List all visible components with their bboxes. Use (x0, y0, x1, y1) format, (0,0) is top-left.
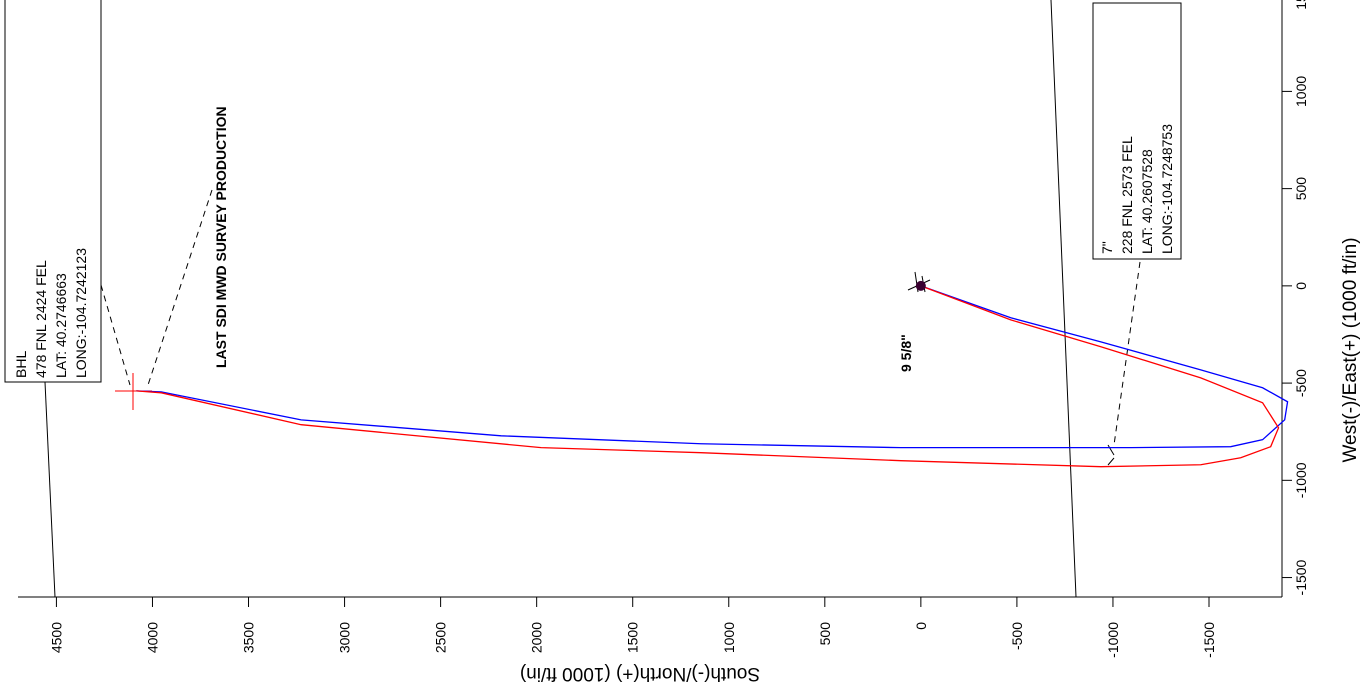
leader-line (1113, 261, 1141, 446)
survey-label: LAST SDI MWD SURVEY PRODUCTION (213, 106, 229, 368)
x-tick-label: -1000 (1105, 622, 1121, 658)
y-tick-label: -1500 (1293, 559, 1309, 595)
x-axis-title: South(-)/North(+) (1000 ft/in) (520, 663, 760, 684)
leader-line (147, 189, 213, 386)
wellbore-path (136, 285, 1289, 449)
bhl-label: 478 FNL 2424 FEL (33, 260, 49, 378)
x-tick-label: -500 (1009, 622, 1025, 650)
casing-label: 9 5/8" (898, 334, 914, 372)
x-tick-label: 4000 (144, 622, 160, 653)
wellbore-path (136, 285, 1280, 468)
casing-7-label: LAT: 40.2607528 (1139, 149, 1155, 254)
bhl-box (4, 0, 102, 383)
bhl-label: LONG:-104.7242123 (73, 248, 89, 378)
leader-line (100, 284, 131, 386)
surface-location (915, 280, 926, 291)
x-tick-label: 0 (913, 622, 929, 630)
x-tick-label: 2000 (529, 622, 545, 653)
x-tick-label: 4500 (48, 622, 64, 653)
y-tick-label: 1000 (1293, 76, 1309, 107)
casing-7-label: LONG:-104.7248753 (1159, 124, 1175, 254)
x-tick-label: 2500 (433, 622, 449, 653)
x-tick-label: 3000 (337, 622, 353, 653)
casing-symbol (1107, 444, 1115, 466)
section-line (44, 381, 56, 598)
y-tick-label: -1000 (1293, 462, 1309, 498)
y-tick-label: 1500 (1293, 0, 1309, 10)
y-tick-label: 500 (1293, 177, 1309, 201)
x-tick-label: 1000 (721, 622, 737, 653)
bhl-label: BHL (13, 351, 29, 378)
x-tick-label: 3500 (241, 622, 257, 653)
section-line (1050, 0, 1077, 598)
y-tick-label: 0 (1293, 282, 1309, 290)
x-tick-label: 1500 (625, 622, 641, 653)
y-axis-title: West(-)/East(+) (1000 ft/in) (1340, 237, 1361, 462)
x-tick-label: 500 (817, 622, 833, 646)
y-tick-label: -500 (1293, 369, 1309, 397)
casing-box (1092, 2, 1182, 260)
x-tick-label: -1500 (1201, 622, 1217, 658)
casing-7-label: 7" (1099, 241, 1115, 254)
casing-7-label: 228 FNL 2573 FEL (1119, 136, 1135, 254)
bhl-label: LAT: 40.2746663 (53, 273, 69, 378)
